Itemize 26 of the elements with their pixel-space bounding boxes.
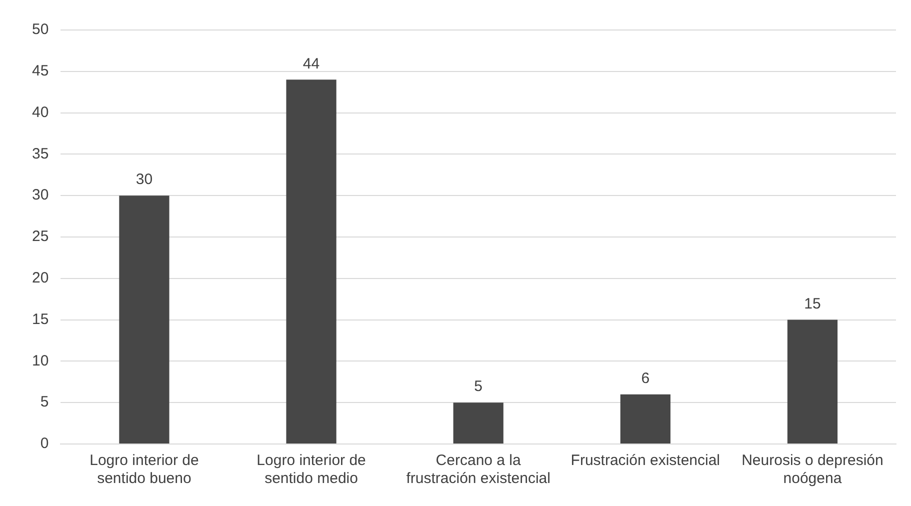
bar [787,320,838,444]
y-tick-label: 45 [32,62,49,80]
y-tick-label: 25 [32,228,49,246]
y-tick-label: 30 [32,186,49,204]
bar [286,80,336,444]
data-label: 30 [136,171,153,188]
data-label: 5 [474,378,483,396]
x-tick-label: Neurosis o depresión noógena [742,452,884,488]
y-tick-label: 20 [32,270,49,287]
bar [620,394,670,444]
data-label: 6 [641,370,650,387]
data-label: 44 [302,55,320,72]
x-tick-label: Logro interior de sentido medio [256,452,366,488]
y-tick-label: 50 [32,21,49,38]
y-tick-label: 40 [32,104,49,121]
x-tick-label: Logro interior de sentido bueno [90,452,199,488]
y-tick-label: 35 [32,145,49,162]
bar [119,196,170,444]
y-tick-label: 15 [32,310,49,328]
x-tick-label: Cercano a la frustración existencial [406,452,550,488]
data-label: 15 [804,295,821,312]
y-tick-label: 0 [40,435,49,452]
x-tick-label: Frustración existencial [570,452,720,470]
y-tick-label: 10 [32,352,49,370]
bar [453,402,504,444]
y-tick-label: 5 [40,394,49,411]
